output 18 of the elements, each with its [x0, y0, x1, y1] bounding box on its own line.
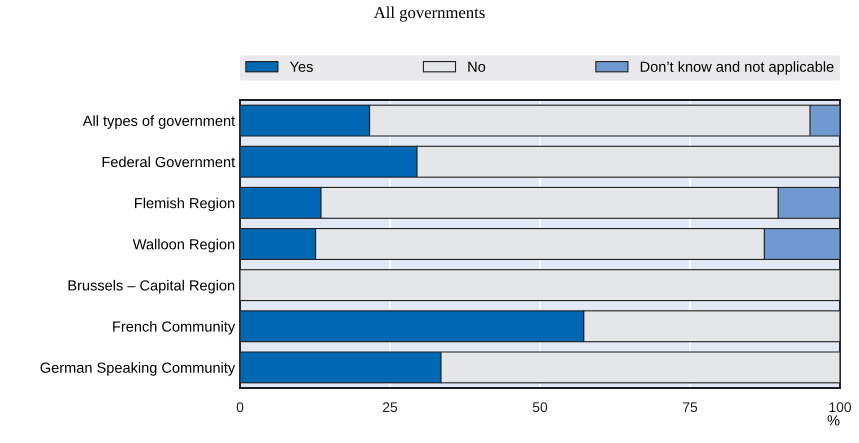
x-tick-label: 50	[532, 402, 548, 412]
legend-label: Yes	[290, 62, 313, 72]
y-tick-label: German Speaking Community	[40, 362, 236, 376]
y-tick-label: Federal Government	[102, 156, 236, 168]
chart-title: All governments	[374, 6, 485, 22]
x-tick-label: 0	[236, 402, 244, 412]
legend-label: Don’t know and not applicable	[640, 61, 834, 75]
x-axis-title: %	[828, 415, 840, 426]
y-tick-label: Walloon Region	[132, 238, 234, 252]
x-tick-label: 75	[682, 402, 698, 412]
y-tick-label: French Community	[113, 321, 236, 335]
y-tick-label: All types of government	[82, 115, 236, 129]
y-tick-label: Flemish Region	[135, 198, 234, 212]
bar	[240, 269, 840, 302]
x-tick-label: 100	[829, 402, 852, 412]
legend-label: No	[468, 62, 486, 72]
y-tick-label: Brussels – Capital Region	[68, 280, 234, 294]
x-tick-label: 25	[382, 402, 398, 412]
